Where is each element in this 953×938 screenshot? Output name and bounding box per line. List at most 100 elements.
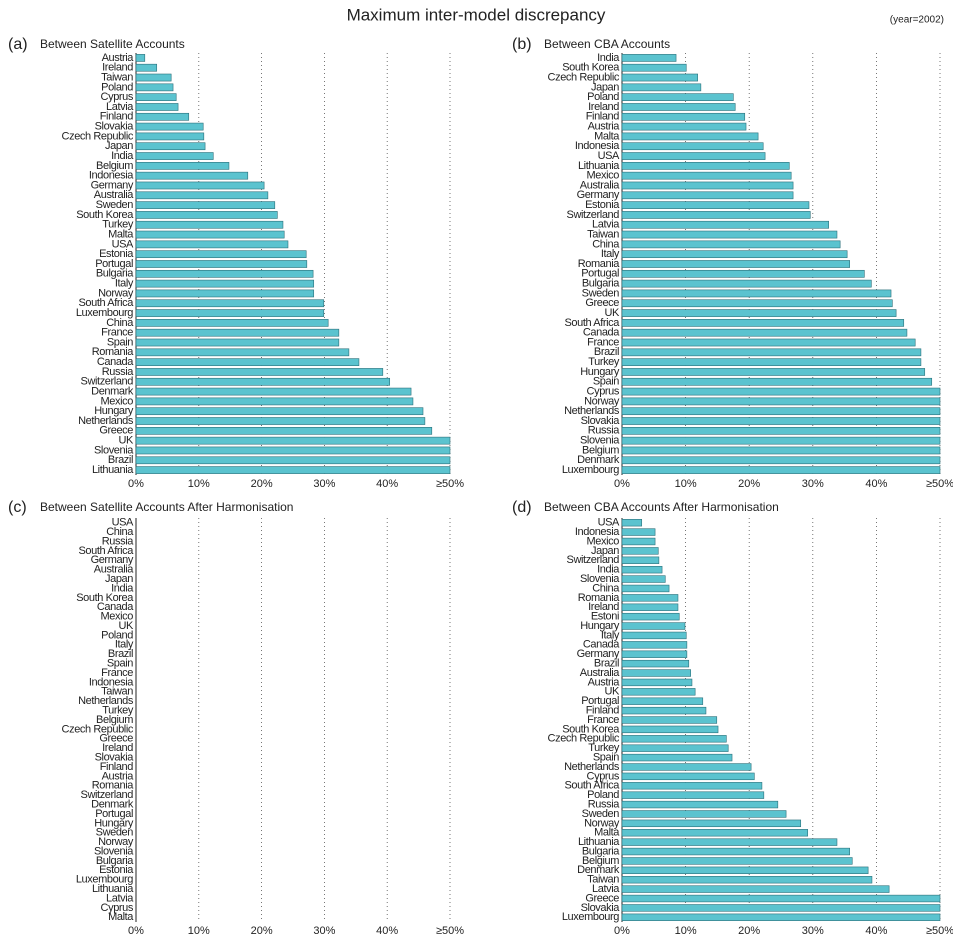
bar (135, 299, 325, 308)
y-tick-label: South Africa (78, 297, 134, 309)
bar (621, 93, 734, 101)
bar (621, 289, 892, 298)
bar (135, 162, 230, 170)
bar (621, 659, 690, 668)
y-tick-label: Luxembourg (76, 307, 133, 319)
y-tick-label: Cyprus (587, 385, 620, 397)
bar (135, 456, 451, 465)
y-tick-label: Romania (578, 258, 621, 270)
y-tick-label: Japan (105, 573, 133, 585)
y-tick-label: Hungary (580, 366, 620, 378)
y-tick-label: Estoni (591, 611, 619, 623)
figure-title: Maximum inter-model discrepancy (347, 5, 606, 24)
bar (135, 358, 360, 366)
bar (621, 800, 779, 809)
x-tick-label: 0% (128, 478, 144, 490)
y-tick-label: South Korea (76, 209, 134, 221)
bar (621, 904, 941, 912)
x-tick-label: ≥50% (436, 925, 464, 937)
panel-label: (d) (512, 499, 532, 516)
y-tick-label: Bulgaria (96, 855, 134, 867)
y-tick-label: Italy (115, 278, 134, 290)
panel-title: Between CBA Accounts After Harmonisation (544, 500, 779, 514)
bar (621, 857, 853, 865)
y-tick-label: Belgium (96, 714, 133, 726)
y-tick-label: Austria (588, 121, 621, 133)
bar (135, 73, 172, 82)
x-tick-label: 30% (802, 478, 824, 490)
bar (135, 377, 391, 386)
y-tick-label: Malta (594, 827, 620, 839)
y-tick-label: Cyprus (101, 91, 134, 103)
y-tick-label: Russia (588, 798, 621, 810)
x-tick-label: 20% (251, 478, 273, 490)
bar (621, 594, 679, 602)
y-tick-label: Norway (98, 287, 134, 299)
bar (621, 735, 727, 743)
y-tick-label: Hungary (94, 817, 134, 829)
y-tick-label: Latvia (592, 883, 620, 895)
y-tick-label: Estonia (99, 864, 134, 876)
y-tick-label: Norway (584, 817, 620, 829)
y-tick-label: Italy (115, 639, 134, 651)
y-tick-label: Slovakia (581, 415, 621, 427)
bar (135, 289, 315, 298)
bar (621, 103, 736, 111)
y-tick-label: Portugal (581, 268, 619, 280)
x-tick-label: 30% (802, 925, 824, 937)
bar (621, 309, 897, 317)
y-tick-label: Bulgaria (582, 278, 620, 290)
y-tick-label: Austria (102, 52, 135, 64)
bar (621, 279, 872, 288)
bar (135, 328, 340, 337)
y-tick-label: Belgium (582, 855, 619, 867)
bar (621, 641, 688, 649)
y-tick-label: South Korea (76, 592, 134, 604)
y-tick-label: Finland (586, 111, 620, 123)
y-tick-label: Italy (601, 248, 620, 260)
y-tick-label: Spain (593, 376, 619, 388)
bar (621, 328, 908, 337)
x-tick-label: 20% (251, 925, 273, 937)
y-tick-label: Switzerland (567, 209, 620, 221)
x-tick-label: 20% (738, 925, 760, 937)
y-tick-label: Sweden (96, 199, 134, 211)
y-tick-label: Russia (102, 535, 135, 547)
y-tick-label: Austria (102, 770, 135, 782)
bar (135, 132, 205, 141)
bar (621, 556, 660, 564)
panel-label: (b) (512, 36, 532, 53)
y-tick-label: Japan (591, 81, 619, 93)
y-tick-label: South Korea (562, 723, 620, 735)
y-tick-label: USA (598, 150, 620, 162)
y-tick-label: Greece (585, 892, 619, 904)
bar (621, 368, 926, 376)
y-tick-label: Finland (586, 705, 620, 717)
y-tick-label: Mexico (587, 535, 620, 547)
y-tick-label: Latvia (106, 101, 134, 113)
y-tick-label: Taiwan (101, 686, 133, 698)
bar (621, 407, 941, 416)
bar (621, 397, 941, 406)
y-tick-label: Taiwan (101, 71, 133, 83)
y-tick-label: Portugal (95, 258, 133, 270)
y-tick-label: Norway (584, 395, 620, 407)
bar (621, 829, 809, 837)
y-tick-label: UK (119, 435, 135, 447)
y-tick-label: Spain (107, 658, 133, 670)
bar (135, 191, 269, 200)
y-tick-label: Australia (580, 179, 620, 191)
y-tick-label: Poland (587, 91, 619, 103)
y-tick-label: Malta (108, 228, 134, 240)
y-tick-label: Greece (99, 733, 133, 745)
y-tick-label: Austria (588, 676, 621, 688)
y-tick-label: Slovenia (94, 845, 134, 857)
bar (621, 112, 746, 121)
x-tick-label: 40% (376, 925, 398, 937)
y-tick-label: Brazil (594, 658, 619, 670)
bar (621, 528, 656, 536)
bar (621, 847, 850, 856)
y-tick-label: Australia (94, 189, 134, 201)
bar (135, 122, 204, 131)
